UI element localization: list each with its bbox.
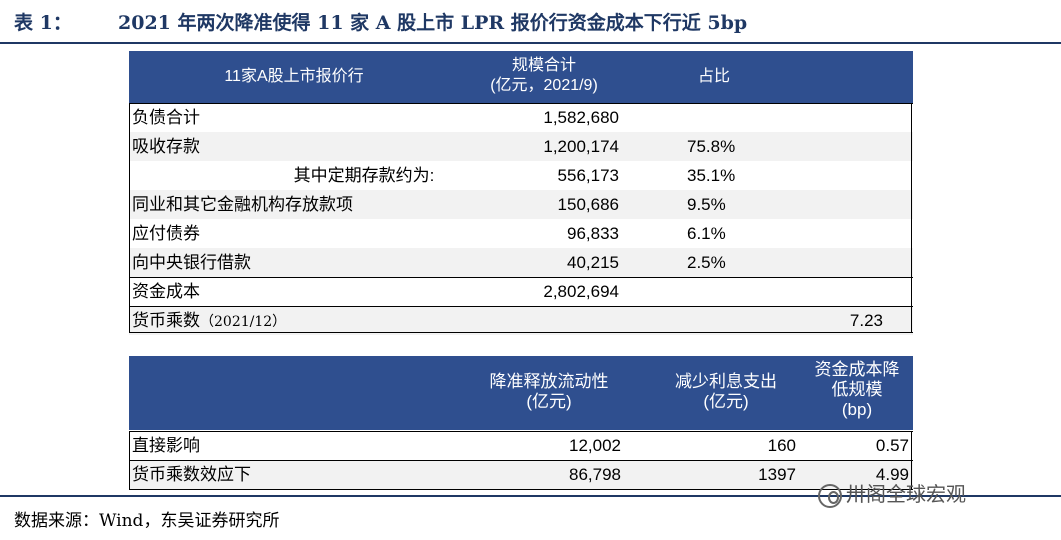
row-liquidity: 86,798 bbox=[569, 465, 621, 484]
table-row: 向中央银行借款 40,215 2.5% bbox=[129, 248, 913, 277]
row-value: 96,833 bbox=[567, 224, 619, 243]
row-divider bbox=[129, 103, 913, 104]
table-number: 表 1： bbox=[14, 12, 72, 34]
table-row: 应付债券 96,833 6.1% bbox=[129, 219, 913, 248]
row-share: 9.5% bbox=[687, 195, 726, 214]
row-value: 40,215 bbox=[567, 253, 619, 272]
table-row: 吸收存款 1,200,174 75.8% bbox=[129, 132, 913, 161]
header-cost-drop-line2: 低规模 bbox=[831, 380, 883, 399]
row-share: 75.8% bbox=[687, 137, 736, 156]
row-label: 向中央银行借款 bbox=[132, 253, 251, 272]
header-cost-drop-line3: (bp) bbox=[841, 400, 873, 419]
table-row: 负债合计 1,582,680 bbox=[129, 103, 913, 132]
header-scale-line2: (亿元，2021/9) bbox=[490, 77, 598, 94]
header-scale-line1: 规模合计 bbox=[511, 57, 576, 74]
column-divider bbox=[911, 103, 912, 332]
header-banks: 11家A股上市报价行 bbox=[224, 68, 364, 85]
row-interest: 160 bbox=[767, 436, 796, 455]
title-bar: 表 1： 2021 年两次降准使得 11 家 A 股上市 LPR 报价行资金成本… bbox=[0, 0, 1061, 44]
row-label: 吸收存款 bbox=[132, 137, 200, 156]
row-share: 35.1% bbox=[687, 166, 736, 185]
multiplier-date: （2021/12） bbox=[200, 314, 287, 330]
multiplier-label: 货币乘数（2021/12） bbox=[132, 306, 286, 335]
row-cost-drop: 0.57 bbox=[875, 436, 909, 455]
column-divider bbox=[911, 431, 912, 489]
row-divider bbox=[129, 277, 913, 278]
row-share: 2.5% bbox=[687, 253, 726, 272]
table-title: 2021 年两次降准使得 11 家 A 股上市 LPR 报价行资金成本下行近 5… bbox=[118, 12, 748, 34]
liability-table: 11家A股上市报价行 规模合计 (亿元，2021/9) 占比 负债合计 1,58… bbox=[129, 51, 913, 335]
table-row: 货币乘数效应下 86,798 1397 4.99 bbox=[129, 460, 913, 489]
data-source: 数据来源：Wind，东吴证券研究所 bbox=[14, 511, 280, 531]
watermark-text: 卅阁全球宏观 bbox=[846, 484, 966, 506]
row-share: 6.1% bbox=[687, 224, 726, 243]
row-divider bbox=[129, 460, 913, 461]
row-label: 其中定期存款约为: bbox=[293, 166, 435, 185]
rrr-impact-table: 降准释放流动性 (亿元) 减少利息支出 (亿元) 资金成本降 低规模 (bp) … bbox=[129, 356, 913, 490]
table-row: 同业和其它金融机构存放款项 150,686 9.5% bbox=[129, 190, 913, 219]
row-label: 直接影响 bbox=[132, 436, 200, 455]
header-cost-drop-line1: 资金成本降 bbox=[814, 360, 900, 379]
multiplier-name: 货币乘数 bbox=[132, 311, 200, 330]
header-cost-drop: 资金成本降 低规模 (bp) bbox=[801, 360, 913, 420]
row-divider bbox=[129, 306, 913, 307]
table-row: 资金成本 2,802,694 bbox=[129, 277, 913, 306]
rrr-impact-header: 降准释放流动性 (亿元) 减少利息支出 (亿元) 资金成本降 低规模 (bp) bbox=[129, 356, 913, 430]
liability-table-header: 11家A股上市报价行 规模合计 (亿元，2021/9) 占比 bbox=[129, 51, 913, 103]
header-liquidity: 降准释放流动性 (亿元) bbox=[459, 372, 639, 412]
column-divider bbox=[129, 431, 130, 489]
row-value: 1,582,680 bbox=[543, 108, 619, 127]
row-label: 同业和其它金融机构存放款项 bbox=[132, 195, 353, 214]
header-interest: 减少利息支出 (亿元) bbox=[641, 372, 811, 412]
header-interest-line1: 减少利息支出 bbox=[675, 372, 777, 391]
row-value: 150,686 bbox=[557, 195, 619, 214]
row-value: 2,802,694 bbox=[543, 282, 619, 301]
header-liquidity-line1: 降准释放流动性 bbox=[489, 372, 609, 391]
header-scale: 规模合计 (亿元，2021/9) bbox=[459, 56, 629, 96]
table-row: 其中定期存款约为: 556,173 35.1% bbox=[129, 161, 913, 190]
row-divider bbox=[129, 489, 913, 490]
column-divider bbox=[129, 103, 130, 332]
row-label: 货币乘数效应下 bbox=[132, 465, 251, 484]
header-share: 占比 bbox=[697, 68, 730, 85]
bottom-rule bbox=[0, 495, 1061, 497]
watermark: 卅阁全球宏观 bbox=[818, 478, 966, 508]
multiplier-row: 货币乘数（2021/12） 7.23 bbox=[129, 306, 913, 335]
row-interest: 1397 bbox=[758, 465, 796, 484]
row-label: 应付债券 bbox=[132, 224, 200, 243]
row-value: 1,200,174 bbox=[543, 137, 619, 156]
row-label: 资金成本 bbox=[132, 282, 200, 301]
multiplier-value: 7.23 bbox=[849, 311, 883, 330]
row-divider bbox=[129, 332, 913, 333]
row-cost-drop: 4.99 bbox=[875, 465, 909, 484]
row-liquidity: 12,002 bbox=[569, 436, 621, 455]
header-liquidity-line2: (亿元) bbox=[526, 392, 572, 411]
wechat-icon bbox=[818, 483, 842, 508]
row-label: 负债合计 bbox=[132, 108, 200, 127]
row-divider bbox=[129, 431, 913, 432]
header-interest-line2: (亿元) bbox=[703, 392, 749, 411]
row-value: 556,173 bbox=[557, 166, 619, 185]
table-row: 直接影响 12,002 160 0.57 bbox=[129, 431, 913, 460]
